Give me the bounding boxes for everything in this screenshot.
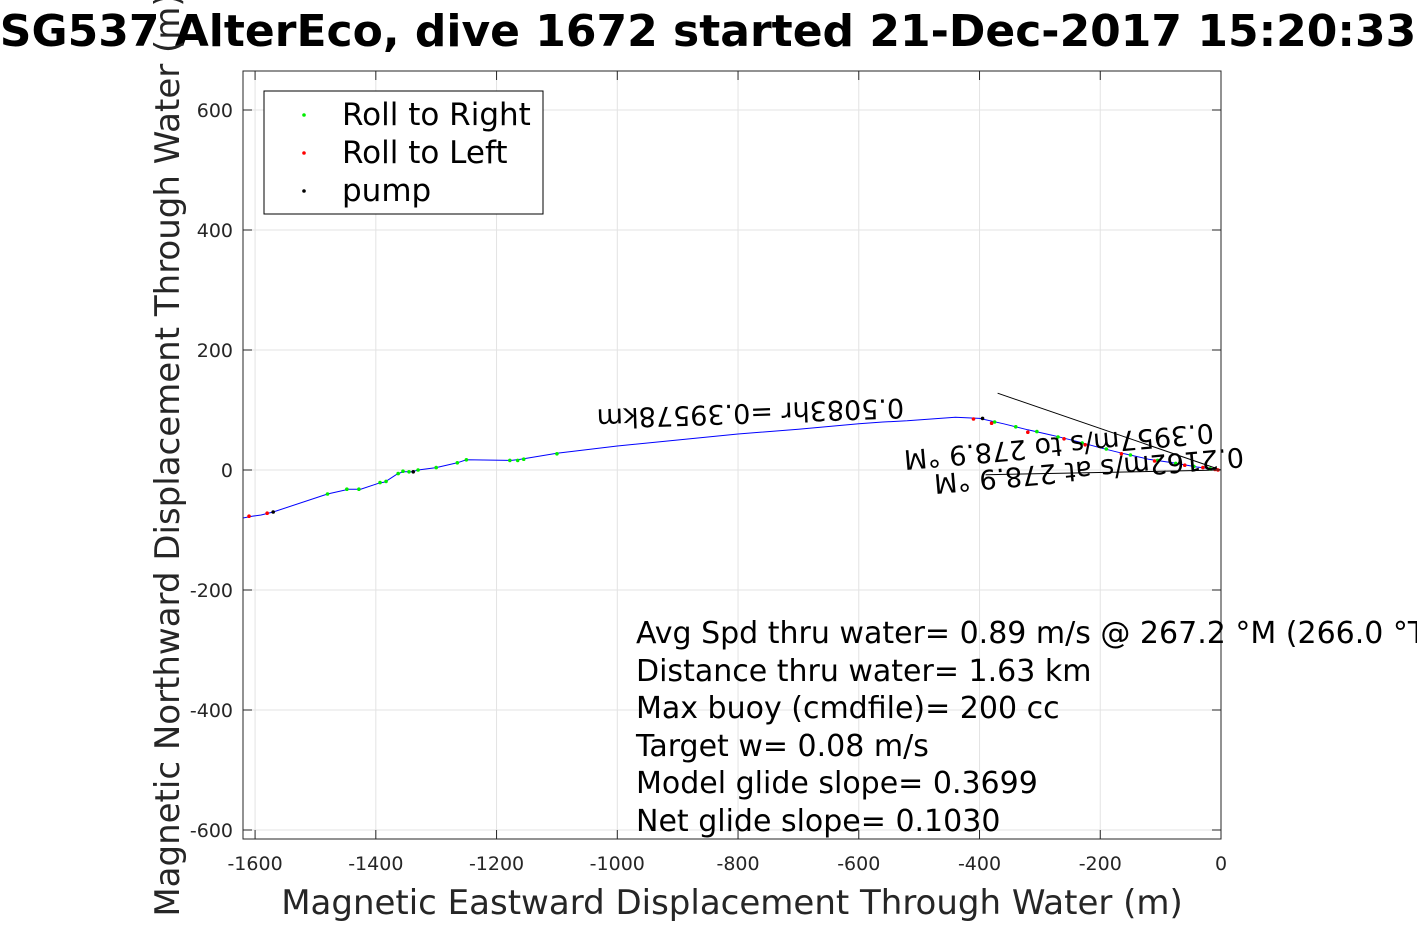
roll-left-point — [1062, 437, 1066, 441]
x-tick-label: -600 — [837, 853, 880, 875]
y-tick-label: -600 — [190, 820, 233, 842]
roll-right-point — [1173, 461, 1178, 466]
roll-right-point — [464, 458, 469, 462]
roll-right-point — [325, 492, 330, 496]
roll-right-point — [384, 479, 388, 484]
roll-right-point — [992, 420, 997, 424]
y-tick-label: 400 — [197, 220, 233, 242]
legend: Roll to Right Roll to Left pump — [263, 90, 544, 215]
roll-left-point — [1083, 443, 1087, 447]
roll-right-point — [508, 458, 512, 463]
legend-label-roll-left: Roll to Left — [342, 135, 508, 171]
roll-right-point — [1208, 467, 1212, 471]
roll-right-point — [357, 487, 361, 492]
roll-left-point — [1201, 465, 1205, 470]
axes-box — [242, 70, 1222, 840]
roll-right-point — [416, 468, 420, 472]
current-layer — [985, 392, 1222, 476]
roll-left-point — [1182, 463, 1187, 468]
current-vector-line — [997, 392, 1222, 471]
roll-left-point — [1152, 459, 1157, 463]
roll-right-point — [1104, 447, 1109, 451]
glider-track-line — [242, 416, 1222, 519]
y-tick-label: 200 — [197, 340, 233, 362]
x-tick-label: 0 — [1215, 853, 1227, 875]
x-axis-label: Magnetic Eastward Displacement Through W… — [281, 883, 1183, 923]
roll-left-point — [265, 511, 269, 515]
grid — [243, 71, 1222, 839]
y-tick-label: -200 — [190, 580, 233, 602]
roll-right-point — [455, 461, 460, 465]
roll-right-point — [401, 469, 405, 474]
legend-marker-roll-left — [302, 151, 306, 155]
y-tick-label: 0 — [221, 460, 233, 482]
roll-right-point — [1192, 464, 1196, 469]
roll-left-point — [1026, 430, 1030, 435]
legend-box — [263, 90, 544, 215]
x-tick-label: -1600 — [227, 853, 282, 875]
pump-point — [980, 416, 985, 421]
annotation-target-w: Target w= 0.08 m/s — [635, 729, 929, 764]
roll-right-point — [1013, 425, 1018, 429]
roll-right-point — [345, 487, 349, 492]
y-tick-label: -400 — [190, 700, 233, 722]
legend-marker-roll-right — [302, 113, 306, 117]
roll-right-point — [1080, 441, 1084, 445]
y-tick-labels: -600 -400 -200 0 200 400 600 — [190, 100, 233, 842]
x-tick-label: -800 — [716, 853, 759, 875]
annotation-distance: Distance thru water= 1.63 km — [636, 654, 1091, 689]
x-tick-label: -200 — [1079, 853, 1122, 875]
roll-right-point — [396, 471, 400, 476]
x-tick-label: -1400 — [348, 853, 403, 875]
roll-right-point — [1035, 429, 1039, 434]
annotation-avg-speed: Avg Spd thru water= 0.89 m/s @ 267.2 °M … — [636, 616, 1417, 651]
roll-left-point — [971, 417, 976, 421]
roll-right-point — [378, 480, 382, 485]
x-tick-label: -1200 — [469, 853, 524, 875]
roll-left-point — [247, 514, 251, 518]
y-axis-label: Magnetic Northward Displacement Through … — [148, 0, 188, 917]
x-tick-label: -1000 — [590, 853, 645, 875]
roll-right-point — [515, 458, 520, 463]
roll-right-point — [1056, 435, 1060, 439]
annotation-net-glide: Net glide slope= 0.1030 — [636, 804, 1000, 839]
roll-right-point — [555, 452, 559, 456]
legend-label-roll-right: Roll to Right — [342, 97, 531, 133]
chart-title: SG537 AlterEco, dive 1672 started 21-Dec… — [0, 6, 1416, 57]
legend-marker-pump — [302, 189, 306, 193]
roll-right-point — [407, 470, 411, 474]
track-layer — [242, 416, 1222, 519]
x-tick-labels: -1600 -1400 -1200 -1000 -800 -600 -400 -200 0 — [227, 853, 1227, 875]
pump-point — [411, 470, 416, 474]
y-tick-label: 600 — [197, 100, 233, 122]
ticks — [243, 71, 1222, 839]
current-vector-line — [985, 469, 1222, 476]
annotation-model-glide: Model glide slope= 0.3699 — [636, 766, 1038, 801]
roll-left-point — [989, 421, 994, 426]
points-layer — [247, 416, 1220, 518]
roll-right-point — [1155, 458, 1160, 463]
roll-right-point — [521, 457, 526, 462]
roll-right-point — [434, 465, 438, 470]
pump-point — [271, 510, 275, 514]
roll-left-point — [1119, 452, 1124, 456]
annotation-max-buoy: Max buoy (cmdfile)= 200 cc — [636, 691, 1060, 726]
roll-right-point — [1128, 453, 1133, 457]
legend-label-pump: pump — [342, 173, 431, 209]
stats-annotation: Avg Spd thru water= 0.89 m/s @ 267.2 °M … — [635, 616, 1417, 839]
x-tick-label: -400 — [958, 853, 1001, 875]
